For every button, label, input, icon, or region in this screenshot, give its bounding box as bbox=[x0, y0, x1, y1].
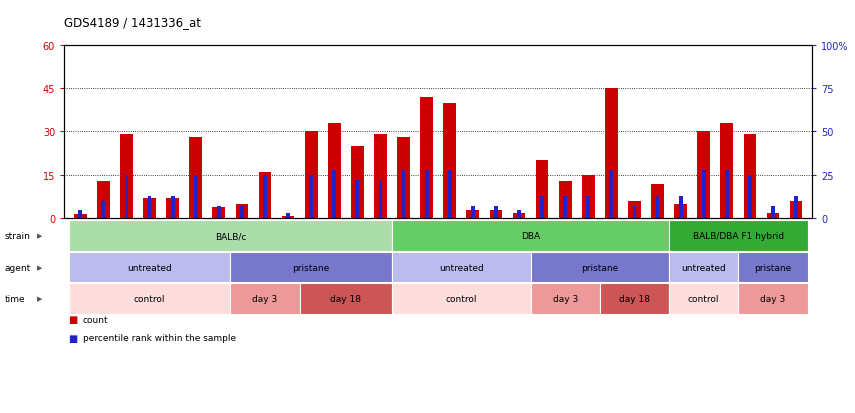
Bar bbox=[444, 103, 456, 219]
Text: percentile rank within the sample: percentile rank within the sample bbox=[83, 333, 236, 342]
Bar bbox=[652, 184, 663, 219]
Bar bbox=[171, 196, 174, 219]
Bar bbox=[328, 123, 340, 219]
Bar bbox=[402, 170, 405, 219]
Bar bbox=[286, 214, 290, 219]
Text: pristane: pristane bbox=[581, 263, 618, 272]
Bar bbox=[794, 196, 798, 219]
Bar bbox=[125, 176, 128, 219]
Text: untreated: untreated bbox=[439, 263, 484, 272]
Bar bbox=[513, 213, 525, 219]
Text: pristane: pristane bbox=[292, 263, 330, 272]
Bar bbox=[517, 210, 521, 219]
Text: agent: agent bbox=[4, 263, 31, 272]
Bar bbox=[536, 161, 548, 219]
Bar bbox=[582, 176, 594, 219]
Bar bbox=[356, 181, 359, 219]
Bar bbox=[259, 173, 271, 219]
Text: day 3: day 3 bbox=[760, 294, 786, 303]
Bar bbox=[494, 207, 498, 219]
Text: day 18: day 18 bbox=[330, 294, 362, 303]
Bar bbox=[540, 196, 544, 219]
Text: ▶: ▶ bbox=[37, 264, 42, 271]
Bar bbox=[490, 210, 502, 219]
Bar bbox=[74, 215, 86, 219]
Bar bbox=[97, 181, 109, 219]
Bar bbox=[748, 176, 752, 219]
Text: control: control bbox=[688, 294, 719, 303]
Bar bbox=[79, 210, 82, 219]
Bar bbox=[559, 181, 571, 219]
Text: ▶: ▶ bbox=[37, 296, 42, 302]
Bar bbox=[236, 204, 248, 219]
Text: BALB/DBA F1 hybrid: BALB/DBA F1 hybrid bbox=[693, 232, 784, 240]
Bar bbox=[217, 207, 221, 219]
Text: BALB/c: BALB/c bbox=[215, 232, 246, 240]
Bar bbox=[702, 170, 705, 219]
Text: ▶: ▶ bbox=[37, 233, 42, 239]
Bar bbox=[263, 176, 267, 219]
Text: control: control bbox=[445, 294, 477, 303]
Bar bbox=[143, 199, 156, 219]
Bar bbox=[305, 132, 317, 219]
Bar bbox=[240, 207, 244, 219]
Bar bbox=[633, 207, 636, 219]
Text: day 3: day 3 bbox=[552, 294, 578, 303]
Bar bbox=[167, 199, 179, 219]
Bar bbox=[421, 97, 433, 219]
Text: untreated: untreated bbox=[681, 263, 726, 272]
Bar bbox=[310, 176, 313, 219]
Bar bbox=[471, 207, 475, 219]
Bar bbox=[374, 135, 386, 219]
Bar bbox=[379, 181, 382, 219]
Bar bbox=[190, 138, 202, 219]
Bar bbox=[610, 170, 613, 219]
Text: count: count bbox=[83, 315, 109, 324]
Text: untreated: untreated bbox=[127, 263, 172, 272]
Text: ■: ■ bbox=[68, 333, 78, 343]
Bar bbox=[398, 138, 410, 219]
Bar bbox=[282, 216, 294, 219]
Bar bbox=[148, 196, 151, 219]
Bar bbox=[675, 204, 687, 219]
Bar bbox=[351, 147, 363, 219]
Bar bbox=[679, 196, 682, 219]
Bar bbox=[213, 207, 225, 219]
Bar bbox=[725, 170, 728, 219]
Bar bbox=[767, 213, 780, 219]
Text: day 18: day 18 bbox=[619, 294, 650, 303]
Text: GDS4189 / 1431336_at: GDS4189 / 1431336_at bbox=[64, 16, 201, 29]
Text: control: control bbox=[134, 294, 165, 303]
Bar bbox=[120, 135, 133, 219]
Bar bbox=[563, 196, 567, 219]
Text: time: time bbox=[4, 294, 25, 303]
Bar bbox=[102, 202, 105, 219]
Bar bbox=[467, 210, 479, 219]
Bar bbox=[744, 135, 757, 219]
Bar bbox=[448, 170, 451, 219]
Bar bbox=[425, 170, 428, 219]
Text: day 3: day 3 bbox=[252, 294, 278, 303]
Bar bbox=[605, 89, 617, 219]
Bar bbox=[721, 123, 734, 219]
Bar bbox=[656, 196, 659, 219]
Bar bbox=[698, 132, 710, 219]
Bar bbox=[333, 170, 336, 219]
Bar bbox=[628, 202, 640, 219]
Text: pristane: pristane bbox=[754, 263, 792, 272]
Bar bbox=[194, 176, 198, 219]
Text: ■: ■ bbox=[68, 314, 78, 324]
Text: strain: strain bbox=[4, 232, 30, 240]
Bar bbox=[790, 202, 803, 219]
Text: DBA: DBA bbox=[521, 232, 540, 240]
Bar bbox=[771, 207, 775, 219]
Bar bbox=[587, 196, 590, 219]
